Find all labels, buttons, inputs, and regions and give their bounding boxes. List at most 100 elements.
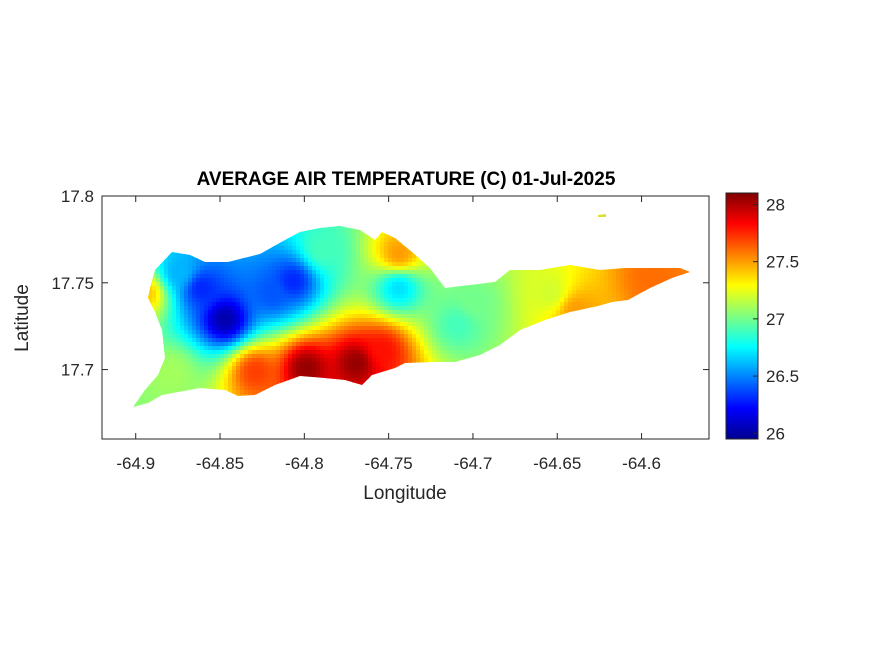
heat-cell (392, 322, 397, 327)
heat-cell (432, 338, 437, 343)
heat-cell (344, 242, 349, 247)
heat-cell (444, 354, 449, 359)
heat-cell (488, 294, 493, 299)
heat-cell (176, 282, 181, 287)
heat-cell (164, 258, 169, 263)
heat-cell (360, 378, 365, 383)
heat-cell (320, 290, 325, 295)
heat-cell (220, 382, 225, 387)
heat-cell (416, 258, 421, 263)
heat-cell (528, 310, 533, 315)
heat-cell (260, 298, 265, 303)
heat-cell (304, 310, 309, 315)
heat-cell (424, 334, 429, 339)
heat-cell (340, 370, 345, 375)
heat-cell (336, 342, 341, 347)
heat-cell (224, 362, 229, 367)
heat-cell (396, 322, 401, 327)
heat-cell (400, 262, 405, 267)
heat-cell (424, 330, 429, 335)
heat-cell (328, 338, 333, 343)
heat-cell (516, 270, 521, 275)
heat-cell (356, 370, 361, 375)
heat-cell (420, 282, 425, 287)
heat-cell (308, 374, 313, 379)
heat-cell (244, 314, 249, 319)
heat-cell (360, 366, 365, 371)
heat-cell (204, 286, 209, 291)
heat-cell (272, 302, 277, 307)
heat-cell (332, 322, 337, 327)
heat-cell (220, 374, 225, 379)
heat-cell (484, 326, 489, 331)
heat-cell (344, 278, 349, 283)
heat-cell (324, 258, 329, 263)
heat-cell (204, 354, 209, 359)
heat-cell (252, 290, 257, 295)
heat-cell (256, 298, 261, 303)
heat-cell (520, 318, 525, 323)
heat-cell (304, 370, 309, 375)
heat-cell (496, 338, 501, 343)
heat-cell (324, 302, 329, 307)
heat-cell (336, 278, 341, 283)
heat-cell (520, 278, 525, 283)
heat-cell (528, 274, 533, 279)
heat-cell (176, 314, 181, 319)
heat-cell (260, 342, 265, 347)
heat-cell (368, 238, 373, 243)
heat-cell (288, 314, 293, 319)
heat-cell (208, 306, 213, 311)
heat-cell (204, 382, 209, 387)
heat-cell (388, 238, 393, 243)
heat-cell (532, 294, 537, 299)
heat-cell (316, 290, 321, 295)
heat-cell (448, 318, 453, 323)
heat-cell (320, 238, 325, 243)
heat-cell (336, 322, 341, 327)
heat-cell (176, 378, 181, 383)
heat-cell (328, 278, 333, 283)
heat-cell (512, 322, 517, 327)
heat-cell (364, 238, 369, 243)
heat-cell (364, 358, 369, 363)
heat-cell (520, 282, 525, 287)
heat-cell (408, 314, 413, 319)
heat-cell (344, 326, 349, 331)
heat-cell (372, 338, 377, 343)
heat-cell (272, 334, 277, 339)
heat-cell (444, 338, 449, 343)
heat-cell (304, 242, 309, 247)
heat-cell (348, 318, 353, 323)
heat-cell (252, 346, 257, 351)
heat-cell (532, 290, 537, 295)
heat-cell (296, 302, 301, 307)
heat-cell (508, 318, 513, 323)
heat-cell (308, 362, 313, 367)
heat-cell (368, 322, 373, 327)
heat-cell (196, 334, 201, 339)
heat-cell (176, 302, 181, 307)
heat-cell (540, 286, 545, 291)
heat-cell (252, 322, 257, 327)
heat-cell (384, 334, 389, 339)
heat-cell (344, 334, 349, 339)
heat-cell (528, 298, 533, 303)
heat-cell (364, 242, 369, 247)
heat-cell (156, 302, 161, 307)
heat-cell (372, 302, 377, 307)
heat-cell (260, 366, 265, 371)
heat-cell (280, 246, 285, 251)
heat-cell (232, 366, 237, 371)
heat-cell (464, 350, 469, 355)
heat-cell (376, 362, 381, 367)
heat-cell (336, 302, 341, 307)
heat-cell (216, 294, 221, 299)
heat-cell (172, 338, 177, 343)
heat-cell (236, 338, 241, 343)
heat-cell (133, 406, 137, 407)
heat-cell (380, 338, 385, 343)
heat-cell (388, 270, 393, 275)
heat-cell (520, 302, 525, 307)
heat-cell (272, 250, 277, 255)
